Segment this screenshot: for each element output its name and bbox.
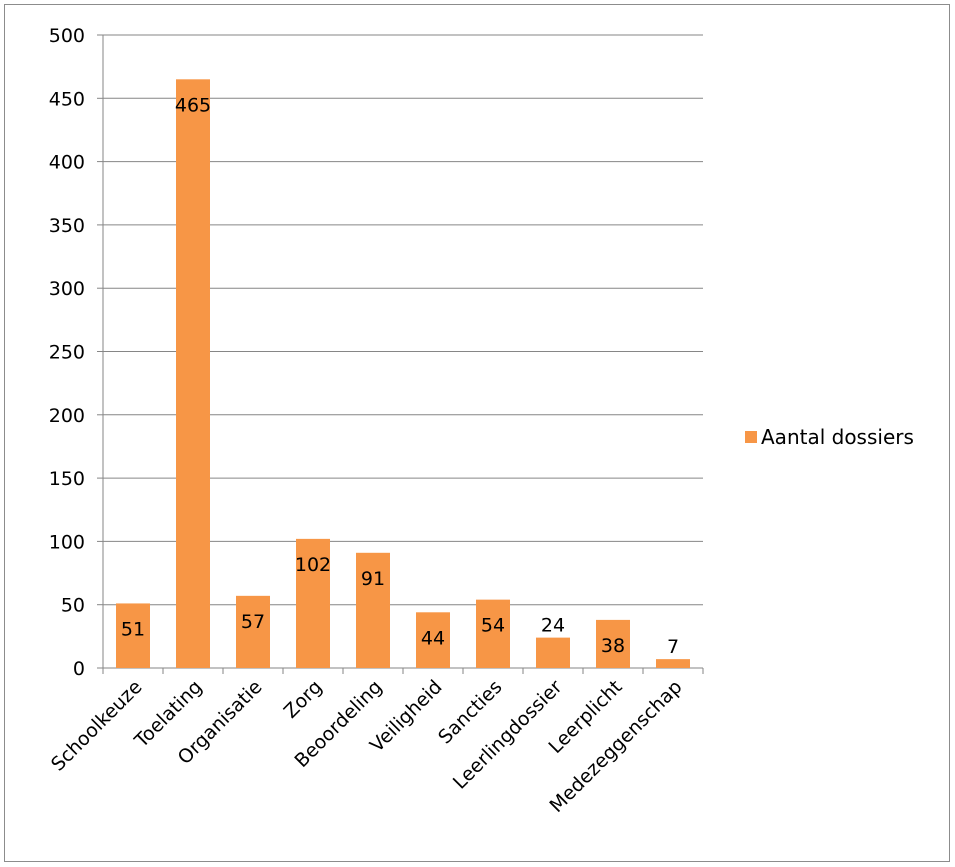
y-tick-label: 250 bbox=[49, 342, 85, 364]
chart-frame bbox=[4, 4, 950, 862]
x-category-label: Zorg bbox=[280, 676, 327, 723]
data-label: 7 bbox=[667, 636, 679, 658]
y-tick-label: 400 bbox=[49, 152, 85, 174]
bar-veiligheid bbox=[416, 612, 450, 668]
bar-leerplicht bbox=[596, 619, 630, 668]
data-label: 38 bbox=[601, 635, 625, 657]
bar-zorg bbox=[296, 538, 330, 668]
bar-leerlingdossier bbox=[536, 637, 570, 668]
data-label: 102 bbox=[295, 554, 331, 576]
y-tick-label: 0 bbox=[73, 658, 85, 680]
y-tick-label: 150 bbox=[49, 468, 85, 490]
y-tick-label: 350 bbox=[49, 215, 85, 237]
data-label: 24 bbox=[541, 615, 565, 637]
legend-label: Aantal dossiers bbox=[761, 425, 914, 449]
data-label: 44 bbox=[421, 627, 445, 649]
x-category-label: Leerlingdossier bbox=[449, 676, 567, 794]
y-tick-label: 500 bbox=[49, 25, 85, 47]
data-label: 54 bbox=[481, 615, 505, 637]
data-label: 465 bbox=[175, 94, 211, 116]
bar-toelating bbox=[176, 79, 210, 668]
bar-medezeggenschap bbox=[656, 659, 690, 668]
bar-sancties bbox=[476, 599, 510, 668]
bar-beoordeling bbox=[356, 552, 390, 668]
y-tick-label: 200 bbox=[49, 405, 85, 427]
y-tick-label: 300 bbox=[49, 278, 85, 300]
data-label: 51 bbox=[121, 618, 145, 640]
data-label: 91 bbox=[361, 568, 385, 590]
bar-schoolkeuze bbox=[116, 603, 150, 668]
bar-organisatie bbox=[236, 595, 270, 668]
data-label: 57 bbox=[241, 611, 265, 633]
x-category-label: Schoolkeuze bbox=[47, 676, 147, 776]
legend-swatch bbox=[745, 431, 757, 443]
y-tick-label: 50 bbox=[61, 595, 85, 617]
y-tick-label: 450 bbox=[49, 88, 85, 110]
y-tick-label: 100 bbox=[49, 531, 85, 553]
